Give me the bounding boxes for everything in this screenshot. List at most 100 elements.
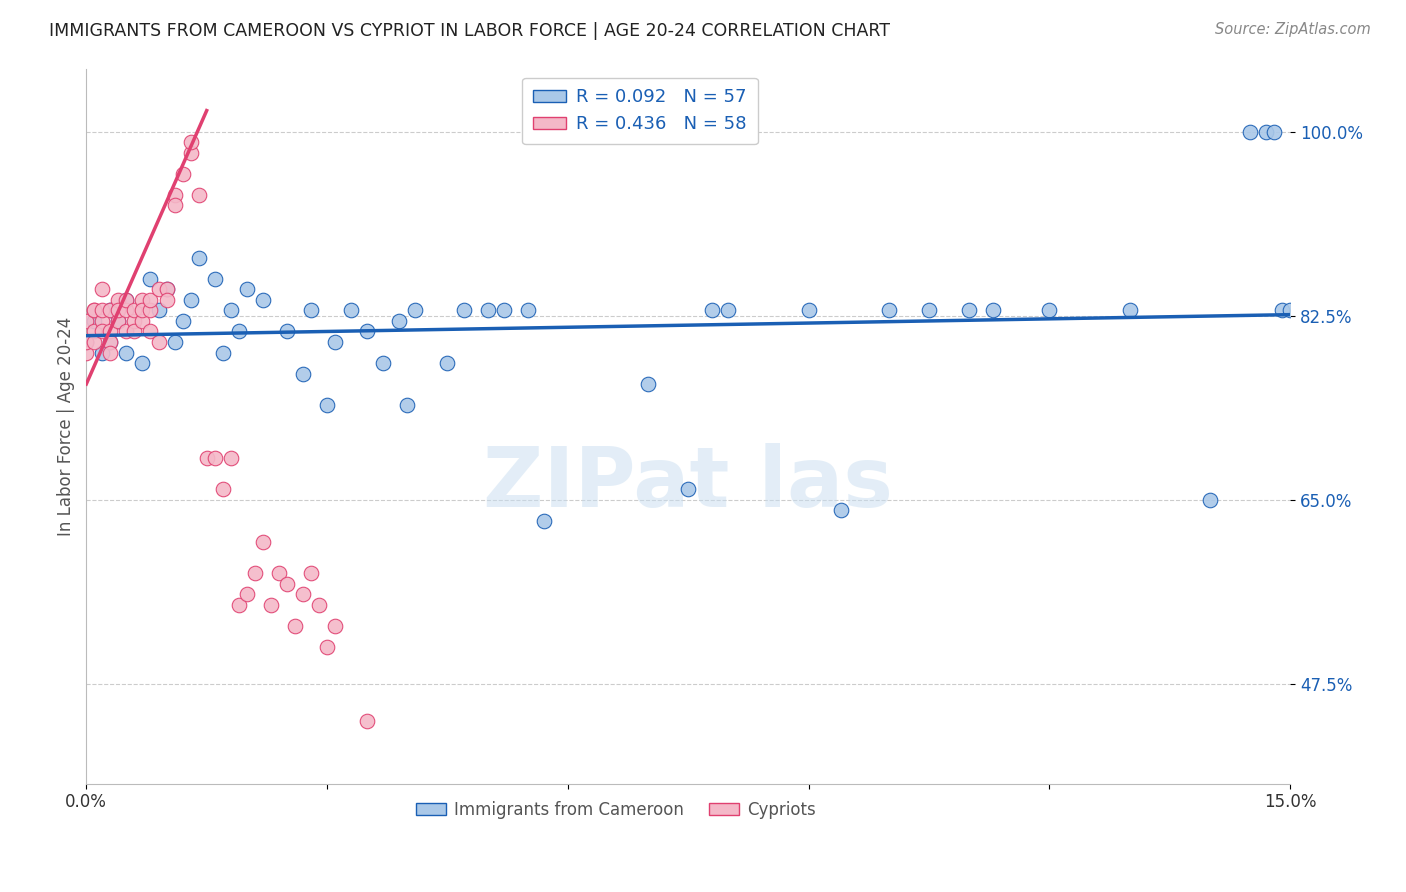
Point [172,314,194,328]
Point [516,303,538,318]
Point [131,303,153,318]
Point [1038,303,1060,318]
Point [204,450,226,465]
Point [404,303,426,318]
Point [340,303,363,318]
Point [702,303,724,318]
Point [219,303,242,318]
Point [291,587,314,601]
Point [98,334,121,349]
Point [75,334,97,349]
Point [228,598,250,612]
Point [187,251,209,265]
Point [492,303,515,318]
Point [797,303,820,318]
Point [91,325,114,339]
Point [373,356,395,370]
Text: ZIPat las: ZIPat las [484,442,893,524]
Point [139,272,162,286]
Point [139,303,162,318]
Point [676,482,699,496]
Point [163,198,186,212]
Point [91,345,114,359]
Point [163,187,186,202]
Point [211,345,233,359]
Point [139,293,162,307]
Point [187,187,209,202]
Point [356,714,378,728]
Point [98,303,121,318]
Point [1271,303,1294,318]
Point [91,314,114,328]
Point [139,325,162,339]
Point [291,367,314,381]
Point [1239,125,1261,139]
Point [436,356,458,370]
Point [180,135,202,149]
Point [236,282,259,296]
Point [115,325,138,339]
Point [124,303,146,318]
Point [83,303,105,318]
Point [172,167,194,181]
Point [107,293,129,307]
Point [124,314,146,328]
Point [1199,492,1222,507]
Point [236,587,259,601]
Point [83,314,105,328]
Y-axis label: In Labor Force | Age 20-24: In Labor Force | Age 20-24 [58,317,75,536]
Point [276,325,298,339]
Point [1263,125,1285,139]
Point [75,314,97,328]
Point [148,282,170,296]
Point [115,303,138,318]
Point [717,303,740,318]
Point [1254,125,1277,139]
Point [243,566,266,581]
Point [299,566,322,581]
Point [356,325,378,339]
Point [1279,303,1302,318]
Point [637,377,659,392]
Point [107,314,129,328]
Point [107,314,129,328]
Point [124,325,146,339]
Point [284,619,307,633]
Point [204,272,226,286]
Point [155,282,177,296]
Text: IMMIGRANTS FROM CAMEROON VS CYPRIOT IN LABOR FORCE | AGE 20-24 CORRELATION CHART: IMMIGRANTS FROM CAMEROON VS CYPRIOT IN L… [49,22,890,40]
Point [155,282,177,296]
Point [98,345,121,359]
Point [180,145,202,160]
Point [877,303,900,318]
Point [308,598,330,612]
Point [107,303,129,318]
Point [477,303,499,318]
Point [918,303,941,318]
Point [323,619,346,633]
Point [91,303,114,318]
Point [180,293,202,307]
Point [211,482,233,496]
Point [163,334,186,349]
Point [316,398,339,412]
Legend: Immigrants from Cameroon, Cypriots: Immigrants from Cameroon, Cypriots [409,794,823,825]
Point [115,293,138,307]
Point [830,503,852,517]
Point [98,303,121,318]
Point [75,345,97,359]
Point [260,598,283,612]
Point [396,398,419,412]
Point [388,314,411,328]
Point [83,334,105,349]
Point [316,640,339,654]
Point [115,345,138,359]
Point [453,303,475,318]
Point [75,334,97,349]
Point [981,303,1004,318]
Point [91,282,114,296]
Point [267,566,290,581]
Point [115,293,138,307]
Point [299,303,322,318]
Point [83,325,105,339]
